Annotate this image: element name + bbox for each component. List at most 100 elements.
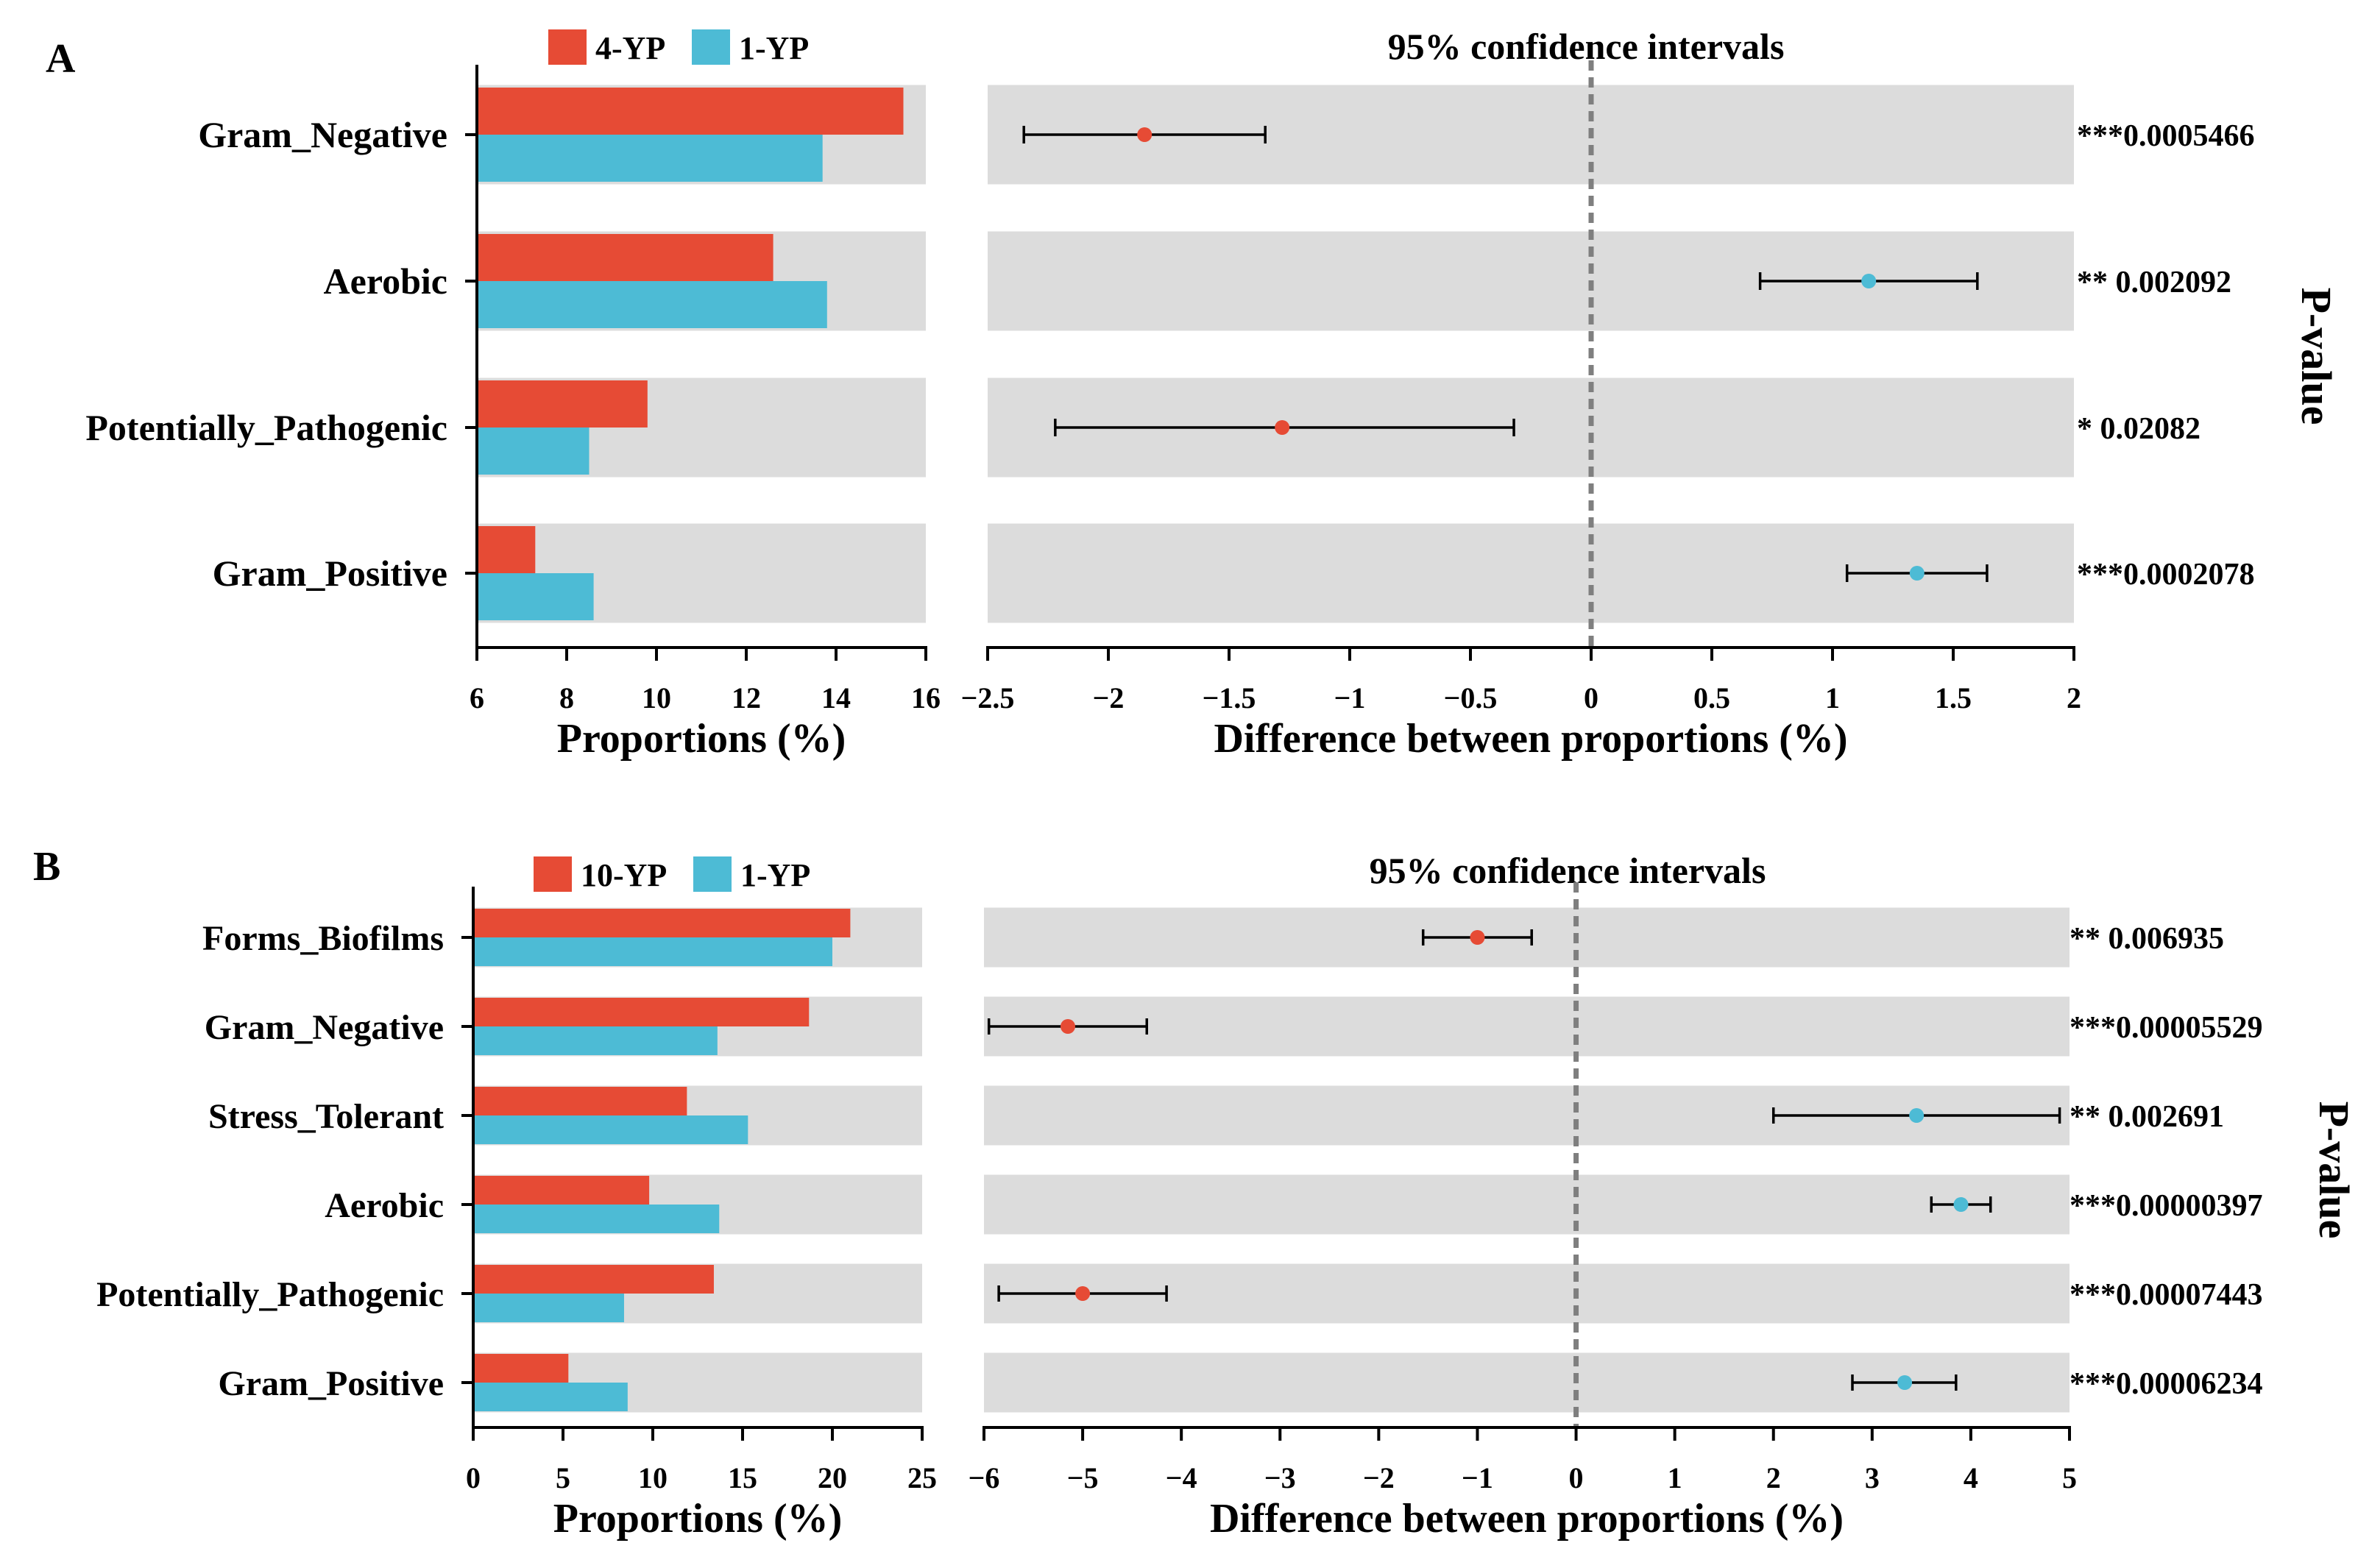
ci-row-background <box>984 996 2070 1057</box>
p-value-label: ** 0.002092 <box>2077 266 2231 299</box>
x-tick-label: 14 <box>821 681 851 714</box>
ci-x-tick-label: −6 <box>969 1461 1000 1494</box>
category-label: Gram_Negative <box>205 1008 444 1047</box>
p-value-label: ***0.00007443 <box>2070 1278 2263 1312</box>
p-value-title: P-value <box>2292 288 2340 425</box>
bar <box>477 135 823 182</box>
ci-x-tick-label: 0 <box>1584 681 1598 714</box>
p-value-label: ***0.0005466 <box>2077 119 2255 153</box>
x-tick-label: 0 <box>466 1461 481 1494</box>
ci-x-tick-label: 5 <box>2062 1461 2077 1494</box>
x-tick-label: 10 <box>638 1461 668 1494</box>
ci-x-tick-label: −4 <box>1166 1461 1197 1494</box>
legend-swatch <box>548 29 587 65</box>
bar <box>473 909 851 937</box>
ci-x-tick-label: −2.5 <box>961 681 1015 714</box>
bar <box>477 380 648 428</box>
legend-item: 1-YP <box>692 29 809 66</box>
error-bar <box>1421 929 1533 946</box>
p-value-label: ***0.00006234 <box>2070 1367 2263 1401</box>
error-bar <box>1758 272 1979 290</box>
ci-x-axis-label: Difference between proportions (%) <box>1210 1496 1844 1542</box>
error-bar <box>987 1018 1148 1035</box>
ci-x-tick-label: 0.5 <box>1693 681 1730 714</box>
ci-x-tick-label: 1 <box>1825 681 1840 714</box>
ci-x-tick-label: −5 <box>1067 1461 1099 1494</box>
legend-swatch <box>692 29 730 65</box>
p-value-label: ** 0.006935 <box>2070 922 2224 956</box>
category-label: Forms_Biofilms <box>202 919 444 958</box>
category-label: Potentially_Pathogenic <box>85 407 447 448</box>
x-tick-label: 15 <box>728 1461 757 1494</box>
p-value-label: ***0.00005529 <box>2070 1011 2263 1045</box>
bar <box>473 1354 569 1383</box>
bar <box>473 1087 687 1115</box>
bar <box>473 1205 720 1233</box>
confidence-interval-plot: 95% confidence intervals ** 0.006935 ***0.… <box>969 850 2263 1542</box>
bar <box>473 1026 718 1055</box>
ci-x-tick-label: 2 <box>2067 681 2081 714</box>
ci-x-tick-label: 1.5 <box>1935 681 1972 714</box>
panel-a: A 4-YP 1-YP Gram_Negative Aerobic Potentially… <box>46 26 2340 762</box>
x-axis-label: Proportions (%) <box>553 1496 843 1542</box>
ci-x-tick-label: 2 <box>1766 1461 1781 1494</box>
error-bar <box>1845 564 1989 582</box>
legend-item: 4-YP <box>548 29 665 66</box>
error-bar <box>1851 1374 1958 1391</box>
bar <box>473 1176 650 1205</box>
bar <box>477 88 904 135</box>
ci-x-tick-label: −1 <box>1462 1461 1493 1494</box>
difference-point <box>1075 1286 1091 1301</box>
proportion-bar-plot: Gram_Negative Aerobic Potentially_Pathogen… <box>85 65 941 762</box>
difference-point <box>1909 1108 1925 1123</box>
bar <box>477 428 590 475</box>
difference-point <box>1861 274 1877 288</box>
category-label: Aerobic <box>324 260 447 302</box>
bar <box>477 281 827 328</box>
legend: 10-YP 1-YP <box>534 856 810 893</box>
category-label: Potentially_Pathogenic <box>96 1275 444 1314</box>
ci-x-tick-label: −2 <box>1093 681 1125 714</box>
ci-x-tick-label: −1.5 <box>1203 681 1256 714</box>
bar <box>473 1294 624 1322</box>
difference-point <box>1470 930 1485 945</box>
bar <box>473 1265 714 1294</box>
category-label: Stress_Tolerant <box>208 1097 444 1136</box>
legend-label: 1-YP <box>739 30 809 66</box>
error-bar <box>1022 126 1267 143</box>
difference-point <box>1275 420 1290 435</box>
difference-point <box>1909 566 1925 581</box>
ci-row-background <box>984 1174 2070 1235</box>
proportion-bar-plot: Forms_Biofilms Gram_Negative Stress_Tolera… <box>96 887 937 1542</box>
ci-x-tick-label: −2 <box>1363 1461 1395 1494</box>
ci-x-tick-label: −0.5 <box>1444 681 1498 714</box>
ci-x-axis-label: Difference between proportions (%) <box>1214 716 1847 762</box>
ci-x-tick-label: 1 <box>1668 1461 1682 1494</box>
bar <box>477 573 594 620</box>
error-bar <box>1771 1107 2061 1124</box>
category-label: Gram_Positive <box>213 553 447 594</box>
ci-x-tick-label: 4 <box>1964 1461 1978 1494</box>
x-tick-label: 6 <box>470 681 484 714</box>
x-tick-label: 12 <box>732 681 761 714</box>
confidence-interval-plot: 95% confidence intervals ***0.0005466 ** 0… <box>961 26 2255 762</box>
p-value-label: ***0.00000397 <box>2070 1189 2263 1223</box>
x-tick-label: 16 <box>911 681 941 714</box>
x-tick-label: 10 <box>642 681 671 714</box>
bar <box>473 1115 748 1144</box>
legend-swatch <box>534 856 572 892</box>
bar <box>477 234 773 281</box>
p-value-label: * 0.02082 <box>2077 412 2201 446</box>
x-tick-label: 8 <box>559 681 574 714</box>
legend-label: 4-YP <box>595 30 665 66</box>
ci-x-tick-label: −3 <box>1264 1461 1296 1494</box>
difference-point <box>1897 1375 1913 1390</box>
bar <box>477 526 536 573</box>
difference-point <box>1137 127 1153 142</box>
p-value-label: ***0.0002078 <box>2077 558 2255 592</box>
category-label: Aerobic <box>325 1186 444 1225</box>
legend-swatch <box>693 856 732 892</box>
panel-label: A <box>46 36 76 82</box>
p-value-label: ** 0.002691 <box>2070 1100 2224 1134</box>
